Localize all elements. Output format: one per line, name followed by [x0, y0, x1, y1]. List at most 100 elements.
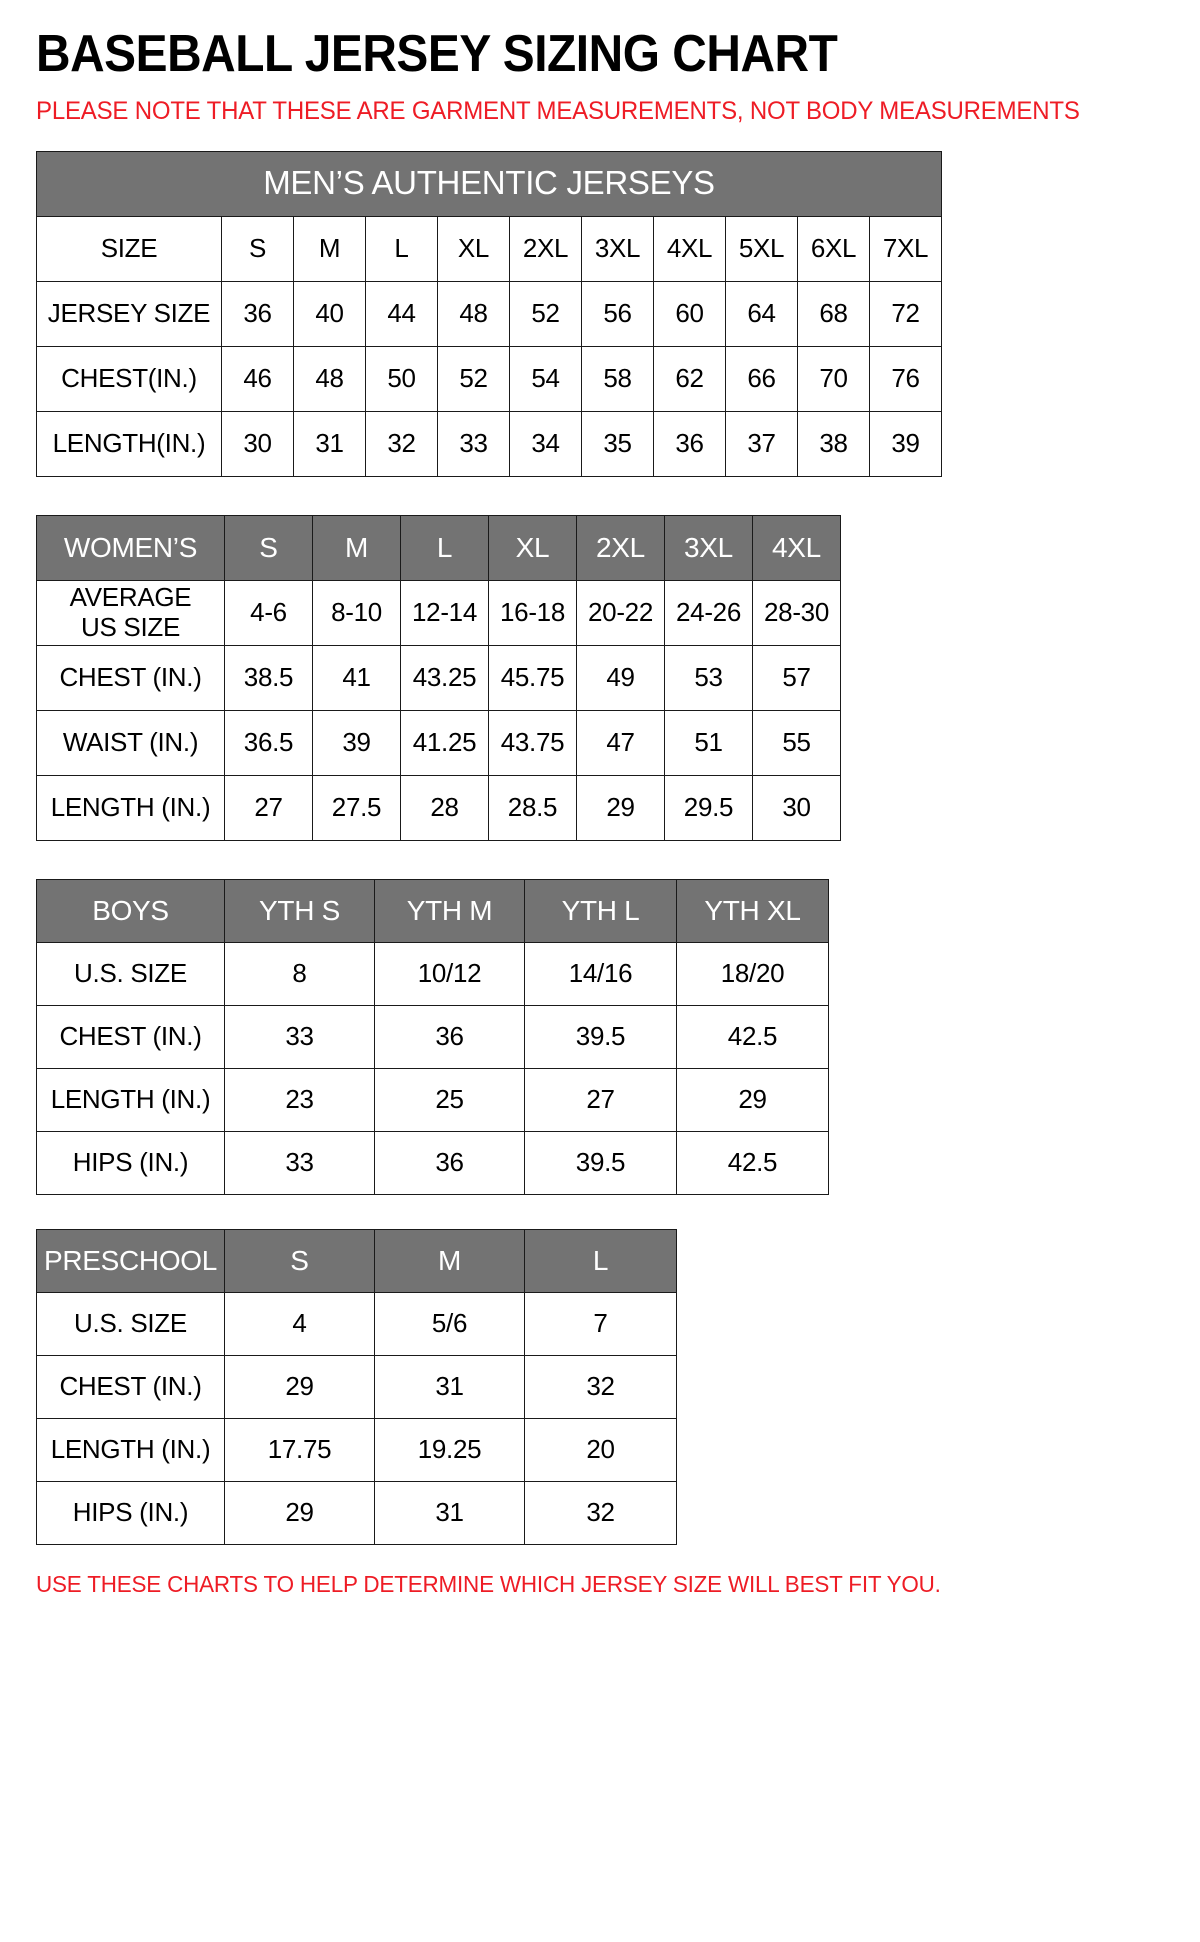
cell: 5/6 — [374, 1291, 525, 1356]
cell: 42.5 — [676, 1004, 829, 1069]
cell: 68 — [797, 280, 870, 347]
boys-header-label: BOYS — [36, 878, 225, 943]
cell: 76 — [869, 345, 942, 412]
mens-row-label-length: LENGTH(IN.) — [36, 410, 222, 477]
preschool-sizing-table: PRESCHOOL S M L U.S. SIZE 4 5/6 7 CHEST … — [36, 1228, 677, 1545]
cell: 27 — [524, 1067, 677, 1132]
preschool-header-row: PRESCHOOL S M L — [36, 1228, 677, 1293]
sizing-chart-page: BASEBALL JERSEY SIZING CHART PLEASE NOTE… — [36, 25, 1080, 1597]
table-row: HIPS (IN.) 33 36 39.5 42.5 — [36, 1130, 829, 1195]
cell: 32 — [524, 1480, 677, 1545]
cell: 52 — [509, 280, 582, 347]
womens-header-label: WOMEN’S — [36, 514, 225, 581]
cell: 4 — [224, 1291, 375, 1356]
cell: 38 — [797, 410, 870, 477]
cell: 4-6 — [224, 579, 313, 646]
cell: 28.5 — [488, 774, 577, 841]
cell: 31 — [293, 410, 366, 477]
cell: 70 — [797, 345, 870, 412]
mens-size-5xl: 5XL — [725, 215, 798, 282]
boys-row-label-length: LENGTH (IN.) — [36, 1067, 225, 1132]
cell: 10/12 — [374, 941, 525, 1006]
cell: 38.5 — [224, 644, 313, 711]
cell: 7 — [524, 1291, 677, 1356]
boys-sizing-table: BOYS YTH S YTH M YTH L YTH XL U.S. SIZE … — [36, 878, 829, 1195]
cell: 60 — [653, 280, 726, 347]
cell: 50 — [365, 345, 438, 412]
cell: 64 — [725, 280, 798, 347]
womens-row-label-average-us-size: AVERAGE US SIZE — [36, 579, 225, 646]
mens-size-label: SIZE — [36, 215, 222, 282]
cell: 41 — [312, 644, 401, 711]
page-title: BASEBALL JERSEY SIZING CHART — [36, 25, 838, 83]
cell: 62 — [653, 345, 726, 412]
table-row: U.S. SIZE 4 5/6 7 — [36, 1291, 677, 1356]
womens-size-s: S — [224, 514, 313, 581]
mens-size-m: M — [293, 215, 366, 282]
cell: 20 — [524, 1417, 677, 1482]
boys-size-yth-s: YTH S — [224, 878, 375, 943]
cell: 33 — [437, 410, 510, 477]
table-row: LENGTH (IN.) 27 27.5 28 28.5 29 29.5 30 — [36, 774, 841, 841]
cell: 37 — [725, 410, 798, 477]
boys-size-yth-m: YTH M — [374, 878, 525, 943]
preschool-size-l: L — [524, 1228, 677, 1293]
cell: 43.75 — [488, 709, 577, 776]
cell: 20-22 — [576, 579, 665, 646]
cell: 12-14 — [400, 579, 489, 646]
cell: 43.25 — [400, 644, 489, 711]
cell: 33 — [224, 1004, 375, 1069]
cell: 39.5 — [524, 1004, 677, 1069]
table-row: CHEST (IN.) 38.5 41 43.25 45.75 49 53 57 — [36, 644, 841, 711]
preschool-size-s: S — [224, 1228, 375, 1293]
cell: 40 — [293, 280, 366, 347]
cell: 28 — [400, 774, 489, 841]
cell: 36 — [374, 1004, 525, 1069]
cell: 29 — [576, 774, 665, 841]
womens-size-3xl: 3XL — [664, 514, 753, 581]
cell: 58 — [581, 345, 654, 412]
cell: 36 — [221, 280, 294, 347]
mens-size-xl: XL — [437, 215, 510, 282]
womens-header-row: WOMEN’S S M L XL 2XL 3XL 4XL — [36, 514, 841, 581]
cell: 27.5 — [312, 774, 401, 841]
womens-size-2xl: 2XL — [576, 514, 665, 581]
mens-size-s: S — [221, 215, 294, 282]
cell: 57 — [752, 644, 841, 711]
cell: 52 — [437, 345, 510, 412]
table-row: HIPS (IN.) 29 31 32 — [36, 1480, 677, 1545]
mens-size-3xl: 3XL — [581, 215, 654, 282]
womens-size-m: M — [312, 514, 401, 581]
cell: 29 — [224, 1480, 375, 1545]
footer-note: USE THESE CHARTS TO HELP DETERMINE WHICH… — [36, 1570, 941, 1597]
cell: 25 — [374, 1067, 525, 1132]
mens-banner: MEN’S AUTHENTIC JERSEYS — [36, 150, 942, 217]
cell: 56 — [581, 280, 654, 347]
cell: 42.5 — [676, 1130, 829, 1195]
mens-size-6xl: 6XL — [797, 215, 870, 282]
boys-size-yth-l: YTH L — [524, 878, 677, 943]
preschool-size-m: M — [374, 1228, 525, 1293]
cell: 66 — [725, 345, 798, 412]
cell: 19.25 — [374, 1417, 525, 1482]
mens-size-l: L — [365, 215, 438, 282]
mens-banner-row: MEN’S AUTHENTIC JERSEYS — [36, 150, 942, 217]
table-row: LENGTH(IN.) 30 31 32 33 34 35 36 37 38 3… — [36, 410, 942, 477]
cell: 39.5 — [524, 1130, 677, 1195]
cell: 27 — [224, 774, 313, 841]
cell: 23 — [224, 1067, 375, 1132]
table-row: CHEST(IN.) 46 48 50 52 54 58 62 66 70 76 — [36, 345, 942, 412]
preschool-row-label-us-size: U.S. SIZE — [36, 1291, 225, 1356]
label-line-1: AVERAGE — [69, 582, 192, 613]
cell: 51 — [664, 709, 753, 776]
cell: 55 — [752, 709, 841, 776]
mens-row-label-jersey-size: JERSEY SIZE — [36, 280, 222, 347]
garment-measurement-note: PLEASE NOTE THAT THESE ARE GARMENT MEASU… — [36, 97, 1080, 125]
cell: 8-10 — [312, 579, 401, 646]
cell: 41.25 — [400, 709, 489, 776]
table-row: LENGTH (IN.) 23 25 27 29 — [36, 1067, 829, 1132]
preschool-row-label-chest: CHEST (IN.) — [36, 1354, 225, 1419]
cell: 30 — [221, 410, 294, 477]
womens-row-label-length: LENGTH (IN.) — [36, 774, 225, 841]
cell: 45.75 — [488, 644, 577, 711]
